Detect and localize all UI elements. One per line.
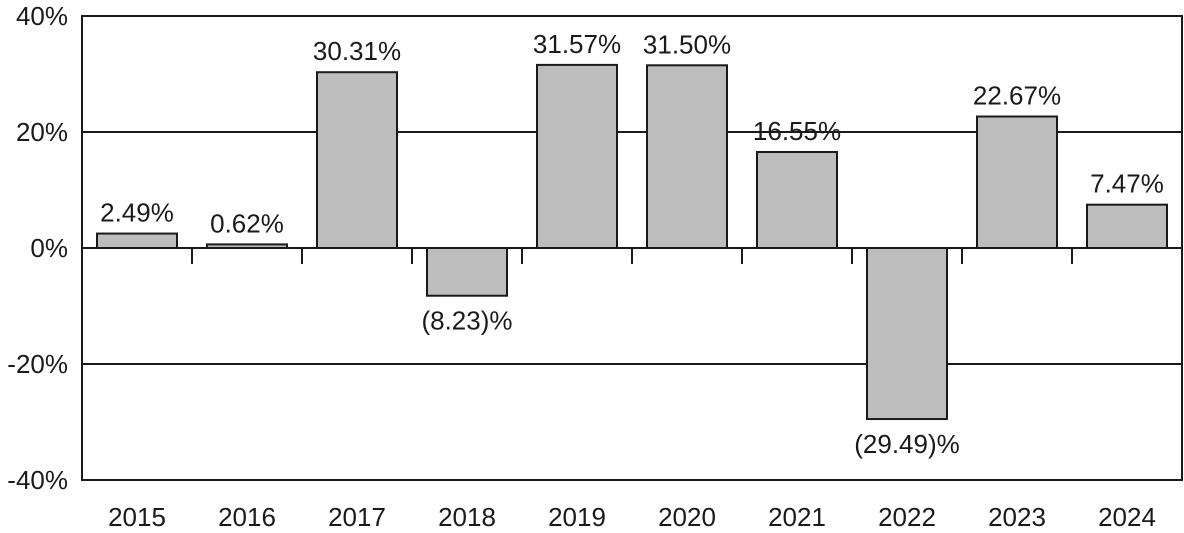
bar-2015 (96, 232, 178, 249)
x-tick-label-2023: 2023 (988, 502, 1046, 532)
data-label-2020: 31.50% (643, 29, 731, 59)
x-tick-label-2022: 2022 (878, 502, 936, 532)
data-label-2024: 7.47% (1090, 169, 1164, 199)
x-tick-label-2017: 2017 (328, 502, 386, 532)
data-label-2019: 31.57% (533, 29, 621, 59)
x-tick-label-2024: 2024 (1098, 502, 1156, 532)
x-tick-label-2020: 2020 (658, 502, 716, 532)
bar-2018 (426, 247, 508, 297)
bar-2016 (206, 243, 288, 250)
bar-2024 (1086, 203, 1168, 249)
y-tick-label: -40% (7, 465, 68, 495)
data-label-2016: 0.62% (210, 208, 284, 238)
data-label-2015: 2.49% (100, 198, 174, 228)
x-tick-label-2018: 2018 (438, 502, 496, 532)
y-tick-label: -20% (7, 349, 68, 379)
bar-2019 (536, 63, 618, 249)
data-label-2022: (29.49)% (854, 429, 960, 459)
y-tick-label: 0% (30, 233, 68, 263)
x-tick-label-2016: 2016 (218, 502, 276, 532)
x-tick-label-2019: 2019 (548, 502, 606, 532)
x-tick-label-2021: 2021 (768, 502, 826, 532)
y-tick-label: 20% (16, 117, 68, 147)
x-tick-label-2015: 2015 (108, 502, 166, 532)
bar-2020 (646, 64, 728, 249)
y-tick-label: 40% (16, 1, 68, 31)
bar-2023 (976, 115, 1058, 249)
data-label-2018: (8.23)% (421, 306, 512, 336)
data-label-2023: 22.67% (973, 81, 1061, 111)
data-label-2017: 30.31% (313, 36, 401, 66)
bar-2021 (756, 151, 838, 249)
bar-2022 (866, 247, 948, 421)
data-label-2021: 16.55% (753, 116, 841, 146)
bar-2017 (316, 71, 398, 250)
